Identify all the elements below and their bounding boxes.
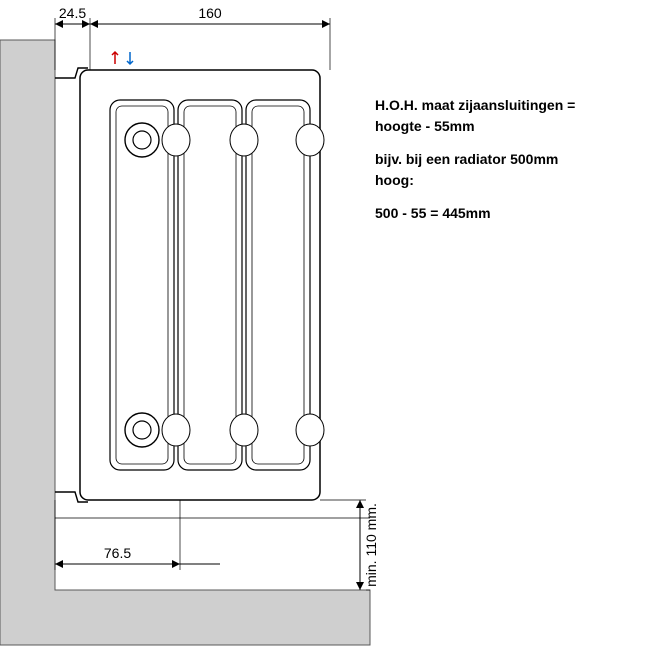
cross-tube-bulge — [230, 414, 258, 446]
connection-port — [125, 123, 159, 157]
dim-arrow-icon — [90, 20, 98, 28]
dim-label-160: 160 — [198, 5, 222, 21]
annotation-line3: bijv. bij een radiator 500mm — [375, 149, 575, 170]
annotation-line2: hoogte - 55mm — [375, 116, 575, 137]
cross-tube-bulge — [162, 414, 190, 446]
dim-label-76-5: 76.5 — [104, 545, 131, 561]
cross-tube-bulge — [296, 124, 324, 156]
cross-tube-bulge — [162, 124, 190, 156]
dim-arrow-icon — [82, 20, 90, 28]
annotation-line1: H.O.H. maat zijaansluitingen = — [375, 95, 575, 116]
dim-arrow-icon — [322, 20, 330, 28]
radiator-panel — [178, 100, 242, 470]
dim-arrow-icon — [55, 20, 63, 28]
dim-label-24-5: 24.5 — [59, 5, 86, 21]
dim-arrow-icon — [172, 560, 180, 568]
radiator-panel — [246, 100, 310, 470]
flow-arrow-up-icon — [112, 52, 118, 64]
annotation-line4: hoog: — [375, 170, 575, 191]
annotation-line5: 500 - 55 = 445mm — [375, 203, 575, 224]
flow-arrow-down-icon — [127, 52, 133, 64]
connection-port — [125, 413, 159, 447]
annotation-block: H.O.H. maat zijaansluitingen = hoogte - … — [375, 95, 575, 224]
cross-tube-bulge — [230, 124, 258, 156]
dim-label-min-110: min. 110 mm. — [363, 503, 379, 587]
dim-arrow-icon — [55, 560, 63, 568]
cross-tube-bulge — [296, 414, 324, 446]
